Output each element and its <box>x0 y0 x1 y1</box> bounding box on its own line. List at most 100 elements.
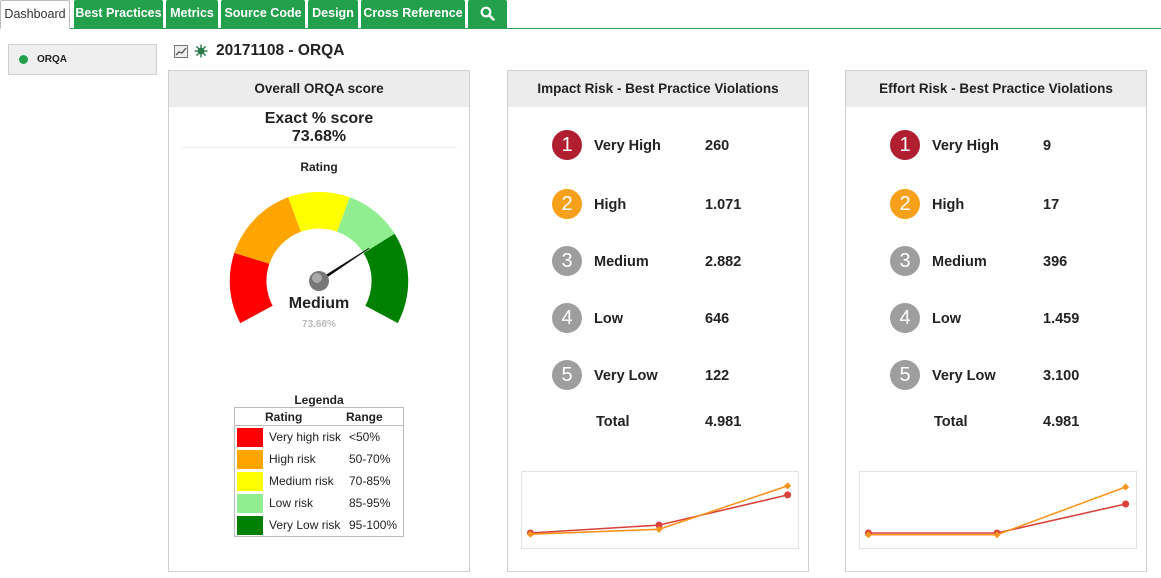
badge-4: 4 <box>552 303 582 333</box>
risk-value: 122 <box>705 368 730 384</box>
risk-row-low[interactable]: 4 Low 646 <box>508 303 808 333</box>
gauge-band-very-high <box>229 252 273 324</box>
legend-swatch <box>237 428 263 447</box>
tab-cross-reference[interactable]: Cross Reference <box>361 0 465 28</box>
legend-name: Very Low risk <box>269 518 341 532</box>
tab-best-practices[interactable]: Best Practices <box>74 0 163 28</box>
gauge-value: 73.68% <box>302 319 336 330</box>
badge-5: 5 <box>552 360 582 390</box>
risk-value: 646 <box>705 311 730 327</box>
legend-row: Low risk 85-95% <box>235 492 403 514</box>
risk-name: Very High <box>932 138 999 154</box>
risk-name: Very High <box>594 138 661 154</box>
tab-source-code[interactable]: Source Code <box>221 0 305 28</box>
risk-row-low[interactable]: 4 Low 1.459 <box>846 303 1146 333</box>
legend-row: Very Low risk 95-100% <box>235 514 403 536</box>
risk-value: 17 <box>1043 197 1060 213</box>
series-point-0-2 <box>1122 500 1130 508</box>
effort-trend-chart <box>859 471 1137 549</box>
effort-risk-panel: Effort Risk - Best Practice Violations 1… <box>845 70 1147 572</box>
gauge-needle <box>318 247 370 283</box>
risk-row-very-high[interactable]: 1 Very High 260 <box>508 130 808 160</box>
series-point-1-2 <box>784 482 792 490</box>
risk-name: High <box>594 197 627 213</box>
legend-table: Rating Range Very high risk <50% High ri… <box>234 407 404 537</box>
tab-dashboard[interactable]: Dashboard <box>0 0 70 29</box>
risk-total-row: Total 4.981 <box>846 406 1146 436</box>
legend-row: High risk 50-70% <box>235 448 403 470</box>
series-point-1-2 <box>1122 483 1130 491</box>
panel-title: Effort Risk - Best Practice Violations <box>846 71 1146 107</box>
exact-score-value: 73.68% <box>291 128 347 145</box>
badge-2: 2 <box>552 189 582 219</box>
gauge-rating: Medium <box>288 295 350 312</box>
risk-value: 9 <box>1043 138 1052 154</box>
tab-search[interactable] <box>468 0 507 28</box>
impact-trend-chart <box>521 471 799 549</box>
total-value: 4.981 <box>705 414 742 430</box>
sidebar-item-orqa[interactable]: ORQA <box>8 44 157 75</box>
risk-row-high[interactable]: 2 High 1.071 <box>508 189 808 219</box>
legend-swatch <box>237 450 263 469</box>
risk-name: Medium <box>932 254 987 270</box>
risk-name: High <box>932 197 965 213</box>
risk-row-high[interactable]: 2 High 17 <box>846 189 1146 219</box>
risk-name: Very Low <box>932 368 996 384</box>
badge-2: 2 <box>890 189 920 219</box>
risk-value: 1.071 <box>705 197 742 213</box>
legend-title: Legenda <box>294 393 344 407</box>
legend-swatch <box>237 494 263 513</box>
risk-name: Low <box>594 311 623 327</box>
legend-name: Low risk <box>269 496 314 510</box>
chart-icon[interactable] <box>174 44 188 58</box>
risk-name: Very Low <box>594 368 658 384</box>
legend-range: <50% <box>349 430 381 444</box>
gauge-band-very-low <box>363 233 409 324</box>
impact-risk-panel: Impact Risk - Best Practice Violations 1… <box>507 70 809 572</box>
legend-header-rating: Rating <box>265 410 303 424</box>
risk-value: 260 <box>705 138 730 154</box>
sidebar-item-label: ORQA <box>37 54 67 65</box>
page-title: 20171108 - ORQA <box>216 42 345 59</box>
gauge-band-medium <box>288 191 350 232</box>
legend-range: 50-70% <box>349 452 391 466</box>
top-tab-bar: Dashboard Best Practices Metrics Source … <box>0 0 1161 29</box>
risk-row-very-high[interactable]: 1 Very High 9 <box>846 130 1146 160</box>
series-point-1-1 <box>993 531 1001 539</box>
badge-1: 1 <box>552 130 582 160</box>
legend-range: 70-85% <box>349 474 391 488</box>
rating-gauge <box>229 191 409 324</box>
risk-row-very-low[interactable]: 5 Very Low 3.100 <box>846 360 1146 390</box>
badge-5: 5 <box>890 360 920 390</box>
tab-design[interactable]: Design <box>308 0 358 28</box>
panel-title: Overall ORQA score <box>169 71 469 107</box>
gauge-band-high <box>234 197 301 264</box>
risk-value: 396 <box>1043 254 1068 270</box>
status-dot <box>19 55 28 64</box>
total-label: Total <box>934 414 968 430</box>
risk-row-very-low[interactable]: 5 Very Low 122 <box>508 360 808 390</box>
overall-score-panel: Overall ORQA score Exact % score 73.68% … <box>168 70 470 572</box>
legend-range: 95-100% <box>349 518 398 532</box>
series-line-0 <box>868 503 1126 534</box>
legend-header: Rating Range <box>235 408 403 426</box>
legend-range: 85-95% <box>349 496 391 510</box>
bug-icon[interactable] <box>194 44 208 58</box>
legend-row: Very high risk <50% <box>235 426 403 448</box>
risk-name: Low <box>932 311 961 327</box>
series-line-1 <box>868 486 1126 536</box>
gauge-band-low <box>337 197 395 254</box>
risk-row-medium[interactable]: 3 Medium 396 <box>846 246 1146 276</box>
badge-4: 4 <box>890 303 920 333</box>
badge-3: 3 <box>890 246 920 276</box>
tab-metrics[interactable]: Metrics <box>166 0 218 28</box>
series-point-1-0 <box>526 530 534 538</box>
series-point-0-2 <box>784 491 792 499</box>
badge-1: 1 <box>890 130 920 160</box>
legend-header-range: Range <box>346 410 383 424</box>
rating-label: Rating <box>300 160 338 174</box>
risk-row-medium[interactable]: 3 Medium 2.882 <box>508 246 808 276</box>
total-value: 4.981 <box>1043 414 1080 430</box>
risk-name: Medium <box>594 254 649 270</box>
legend-swatch <box>237 516 263 535</box>
